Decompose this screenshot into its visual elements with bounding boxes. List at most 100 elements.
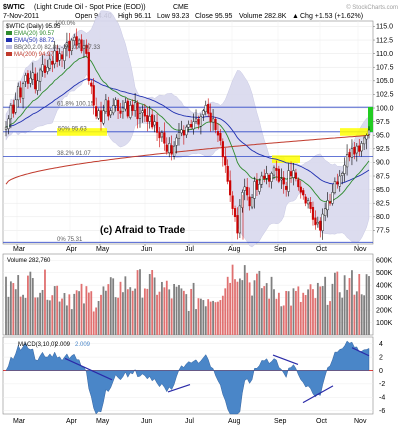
price-tick-label: 95.0 (376, 133, 390, 140)
volume-bar (53, 286, 56, 335)
legend-price: $WTIC (Daily) 95.95 (6, 24, 61, 30)
volume-bar (36, 297, 39, 335)
candle-body (158, 132, 161, 139)
volume-bar (348, 278, 351, 335)
candle-body (321, 213, 324, 231)
candle-body (319, 220, 322, 231)
x-month-label: Oct (316, 246, 327, 253)
volume-bar (331, 283, 334, 335)
fib50-highlight-right (340, 128, 368, 136)
volume-tick-label: 600K (376, 258, 393, 265)
candle-body (355, 145, 358, 154)
ma200-line (5, 134, 370, 185)
volume-bar (156, 294, 158, 335)
volume-bar (7, 296, 10, 335)
volume-bar (112, 278, 115, 335)
volume-bar (78, 291, 80, 335)
volume-bar (134, 288, 137, 335)
candle-body (9, 105, 12, 120)
price-tick-label: 115.0 (376, 24, 393, 31)
candle-body (255, 179, 259, 190)
candle-body (260, 175, 263, 185)
volume-bar (251, 295, 253, 335)
volume-bar (180, 288, 183, 335)
x-month-label-bottom: Apr (66, 418, 78, 425)
candle-body (109, 110, 112, 116)
macd-tick-label: -6 (379, 408, 385, 415)
volume-bar (17, 275, 20, 335)
price-tick-label: 77.5 (376, 228, 390, 235)
candle-body (70, 39, 73, 51)
candle-body (175, 137, 178, 146)
volume-bar (14, 289, 17, 335)
volume-bar (285, 290, 288, 335)
target-green-bar (368, 106, 373, 132)
volume-bar (22, 294, 24, 335)
candle-body (95, 106, 98, 117)
price-tick-label: 107.5 (376, 65, 394, 72)
candle-body (107, 100, 110, 117)
candle-body (173, 145, 176, 157)
volume-bar (12, 283, 15, 335)
volume-bar (287, 291, 290, 335)
volume-bar (117, 297, 119, 335)
legend-ema20: EMA(20) 90.57 (14, 31, 55, 37)
volume-tick-label: 400K (376, 282, 393, 289)
volume-bar (290, 305, 292, 335)
volume-bar (102, 286, 105, 335)
volume-bar (224, 288, 227, 335)
volume-bar (258, 270, 261, 335)
volume-bar (161, 281, 163, 335)
volume-bar (199, 298, 202, 335)
volume-bar (139, 269, 141, 335)
candle-body (233, 208, 237, 218)
volume-bar (173, 284, 176, 335)
candle-body (41, 64, 44, 72)
candle-body (53, 50, 56, 65)
candle-body (287, 170, 290, 192)
volume-bar (195, 309, 197, 335)
watermark: © StockCharts.com (346, 4, 398, 11)
volume-bar (297, 286, 300, 335)
volume-bar (292, 288, 295, 335)
volume-bar (92, 311, 95, 335)
volume-bar (304, 295, 307, 335)
candle-body (134, 102, 137, 111)
volume-bar (41, 289, 44, 335)
volume-bar (309, 284, 312, 335)
candle-body (285, 186, 288, 190)
price-tick-label: 87.5 (376, 173, 390, 180)
volume-bar (202, 300, 205, 335)
macd-divergence-line-4 (302, 385, 334, 404)
volume-bar (73, 293, 76, 335)
volume-bar (56, 285, 59, 335)
candle-body (77, 39, 81, 44)
candle-body (51, 60, 54, 65)
candle-body (236, 215, 239, 234)
volume-bar (368, 276, 370, 335)
candle-body (19, 87, 22, 98)
candle-body (336, 181, 339, 185)
candle-body (280, 178, 283, 181)
volume-bar (107, 284, 110, 335)
candle-body (333, 181, 336, 193)
volume-bar (231, 264, 234, 335)
x-month-label-bottom: May (96, 418, 110, 425)
volume-bar (153, 277, 156, 335)
candle-body (365, 135, 368, 140)
header-low: Low 93.23 (157, 13, 189, 20)
volume-bar (268, 298, 271, 335)
price-panel: 100.0% 61.8% 100.15 50% 95.63 38.2% 91.07 0%… (2, 10, 394, 248)
candle-body (151, 114, 154, 128)
volume-bar (253, 280, 256, 335)
header-name: (Light Crude Oil - Spot Price (EOD)) (34, 4, 146, 11)
candle-body (348, 152, 351, 158)
volume-bar (314, 298, 317, 335)
legend-ema50-swatch (6, 38, 12, 42)
volume-bar (346, 289, 348, 335)
volume-bar (319, 286, 322, 335)
volume-bar (126, 289, 129, 335)
volume-bar (158, 291, 161, 335)
candle-body (306, 200, 310, 205)
volume-bar (165, 280, 168, 335)
